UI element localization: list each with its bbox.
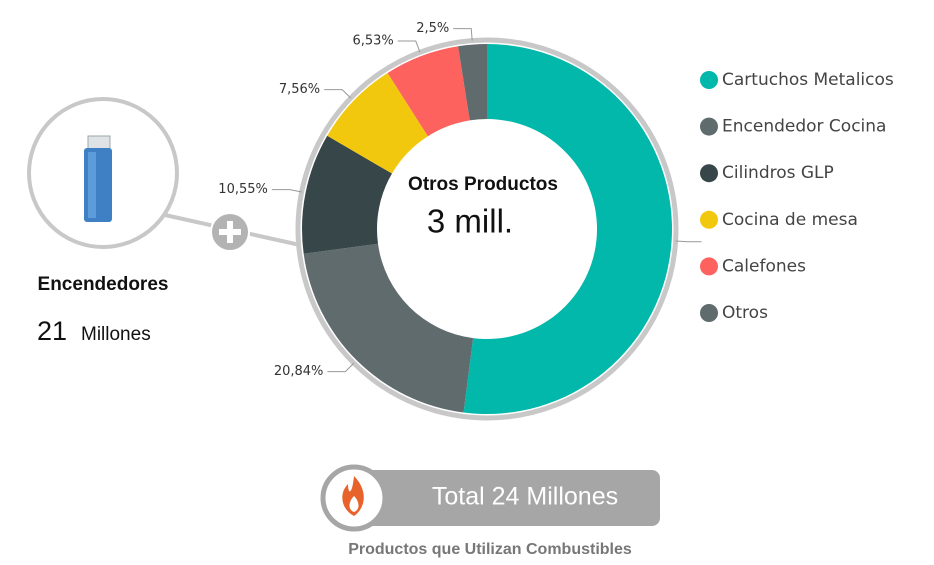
legend-label: Encendedor Cocina — [722, 117, 886, 137]
legend-swatch — [700, 117, 718, 136]
legend-label: Cocina de mesa — [722, 210, 858, 230]
data-label: 7,56% — [279, 82, 320, 97]
donut-slice — [463, 44, 672, 414]
legend-label: Cartuchos Metalicos — [722, 70, 894, 90]
leader-line — [675, 240, 702, 243]
leader-line — [397, 40, 421, 53]
card-value: 21 — [37, 316, 67, 346]
total-badge — [320, 464, 660, 532]
donut-slice — [458, 44, 487, 121]
legend-label: Otros — [722, 303, 768, 323]
data-label: 10,55% — [218, 182, 268, 197]
donut-slice — [303, 243, 474, 413]
legend-swatch — [700, 210, 718, 229]
legend-label: Calefones — [722, 256, 806, 276]
legend-swatch — [700, 304, 718, 322]
lighter-icon — [84, 135, 112, 222]
donut-ring — [295, 37, 679, 421]
footer: Productos que Utilizan Combustibles — [348, 541, 632, 558]
leader-line — [324, 89, 352, 99]
donut-slice — [387, 46, 470, 137]
add-button[interactable] — [210, 212, 250, 252]
leader-line — [271, 189, 302, 193]
card-title: Encendedores — [38, 274, 169, 295]
data-label: 2,5% — [416, 21, 449, 36]
donut-slice — [302, 135, 393, 254]
legend-label: Cilindros GLP — [722, 163, 834, 183]
total-text: Total 24 Millones — [432, 483, 618, 511]
legend-swatch — [700, 71, 718, 89]
data-label: 20,84% — [274, 364, 324, 379]
leader-line — [327, 362, 355, 373]
center-value: 3 mill. — [427, 203, 513, 240]
data-label: 6,53% — [352, 34, 393, 49]
donut-slice — [327, 72, 428, 174]
legend-swatch — [700, 164, 718, 183]
center-title: Otros Productos — [408, 174, 558, 195]
card-unit: Millones — [81, 324, 151, 345]
legend-swatch — [700, 257, 718, 276]
leader-line — [453, 28, 473, 41]
